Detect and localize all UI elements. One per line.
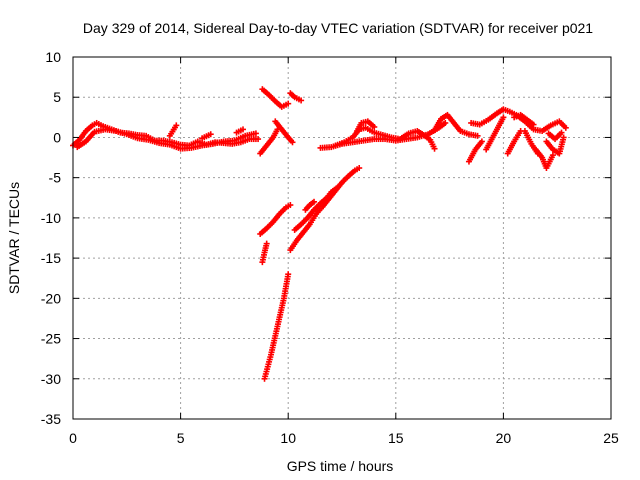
data-point	[285, 271, 292, 278]
x-tick-label: 25	[603, 430, 619, 446]
x-tick-label: 10	[280, 430, 296, 446]
data-point	[562, 124, 569, 131]
data-point	[252, 130, 259, 137]
x-axis-label: GPS time / hours	[287, 458, 394, 474]
data-point	[371, 123, 378, 130]
axis-ticks: 0 5 10 15 20 25 10 5 0 -5 -10 -15 -20 -25 -30 -35	[41, 49, 619, 446]
data-point	[478, 138, 485, 145]
data-point	[558, 129, 565, 136]
y-axis-label: SDTVAR / TECUs	[6, 182, 22, 294]
data-point	[474, 132, 481, 139]
chart-title: Day 329 of 2014, Sidereal Day-to-day VTE…	[83, 20, 593, 36]
data-point	[431, 145, 438, 152]
y-tick-label: -30	[41, 371, 61, 387]
plot-frame	[72, 56, 612, 420]
data-point	[500, 114, 507, 121]
data-point	[274, 126, 281, 133]
y-tick-label: 0	[53, 129, 61, 145]
data-point	[530, 121, 537, 128]
y-tick-label: -35	[41, 411, 61, 427]
data-point	[287, 202, 294, 209]
x-tick-label: 5	[177, 430, 185, 446]
x-tick-label: 0	[69, 430, 77, 446]
data-point	[255, 136, 262, 143]
data-point	[173, 122, 180, 129]
data-point	[298, 97, 305, 104]
x-tick-label: 15	[388, 430, 404, 446]
data-point	[207, 131, 214, 138]
data-point	[534, 150, 541, 157]
data-point	[311, 198, 318, 205]
data-series	[70, 86, 569, 382]
data-point	[263, 240, 270, 247]
data-point	[560, 134, 567, 141]
data-point	[356, 165, 363, 172]
data-point	[289, 139, 296, 146]
data-point	[240, 126, 247, 133]
data-point	[285, 100, 292, 107]
y-tick-label: -20	[41, 290, 61, 306]
x-tick-label: 20	[496, 430, 512, 446]
y-tick-label: 10	[45, 49, 61, 65]
data-point	[334, 184, 341, 191]
y-tick-label: -5	[49, 170, 62, 186]
y-tick-label: -10	[41, 210, 61, 226]
y-tick-label: 5	[53, 89, 61, 105]
data-point	[549, 152, 556, 159]
y-tick-label: -25	[41, 331, 61, 347]
y-tick-label: -15	[41, 250, 61, 266]
data-point	[442, 119, 449, 126]
